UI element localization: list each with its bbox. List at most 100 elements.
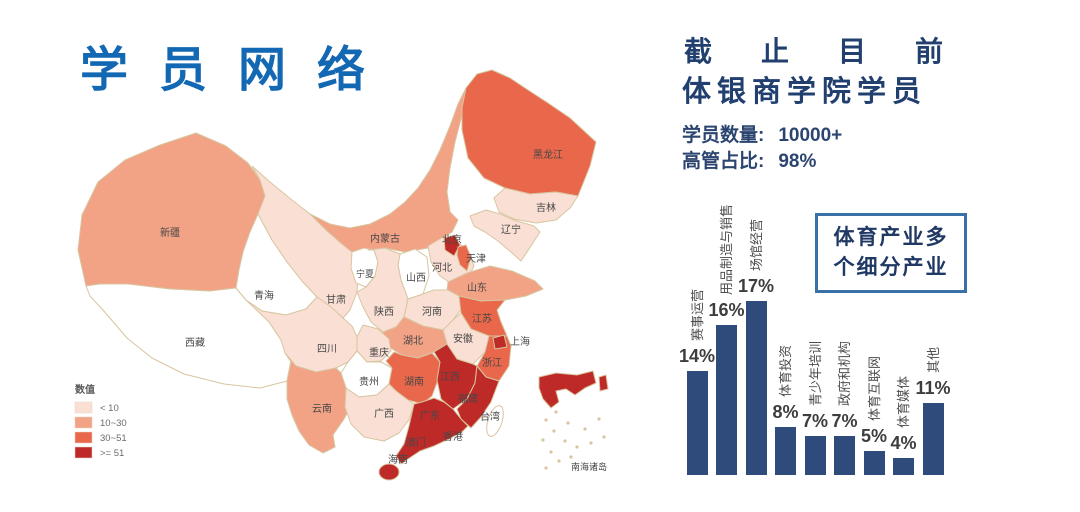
map-legend-title: 数值 [75, 383, 95, 396]
bar-8 [922, 403, 944, 475]
province-labels: 新疆 西藏 青海 甘肃 宁夏 内蒙古 黑龙江 吉林 辽宁 河北 北京 天津 山西… [160, 148, 607, 472]
bar-value-label-1: 16% [708, 300, 745, 320]
legend-swatch-ge51 [74, 446, 93, 459]
bar-4 [804, 436, 826, 475]
province-label-ningxia: 宁夏 [356, 268, 374, 279]
province-shapes [77, 69, 597, 481]
province-label-nanhai-islands: 南海诸岛 [571, 461, 607, 472]
stat-students-value: 10000+ [778, 125, 843, 146]
bar-value-label-7: 4% [890, 433, 917, 453]
bar-2 [745, 301, 767, 475]
legend-label-10-30: 10~30 [100, 418, 127, 429]
bar-category-label-4: 青少年培训 [807, 340, 823, 406]
province-label-beijing: 北京 [442, 233, 462, 246]
province-label-zhejiang: 浙江 [482, 357, 502, 369]
bar-value-label-6: 5% [860, 426, 887, 446]
province-shape-guangxi [344, 383, 415, 442]
stat-executives: 高管占比: 98% [682, 146, 816, 173]
province-label-shanxi: 山西 [406, 272, 426, 284]
province-label-shandong: 山东 [467, 281, 487, 294]
bar-5 [834, 436, 855, 475]
province-shape-beijing [443, 234, 461, 257]
province-label-guizhou: 贵州 [359, 375, 379, 388]
province-label-jiangxi: 江西 [440, 371, 460, 383]
province-label-inner-mongolia: 内蒙古 [370, 232, 400, 245]
province-label-guangdong: 广东 [420, 409, 440, 422]
province-label-shanghai: 上海 [510, 335, 530, 348]
province-shape-inner-mongolia [309, 87, 467, 254]
province-shape-sichuan [245, 296, 358, 373]
province-label-tianjin: 天津 [466, 253, 486, 265]
province-label-macau: 澳门 [406, 436, 426, 449]
bar-category-label-8: 其他 [925, 346, 941, 373]
legend-label-ge51: >= 51 [100, 448, 124, 459]
page-title: 学员网络 [80, 44, 397, 97]
province-label-taiwan: 台湾 [480, 410, 500, 423]
callout-box-line1: 体育产业多 [833, 226, 949, 249]
province-shape-taiwan [486, 405, 504, 437]
province-shape-yunnan [284, 352, 353, 454]
bar-category-label-5: 政府和机构 [837, 340, 852, 406]
south-china-sea-islands [541, 410, 606, 470]
province-label-gansu: 甘肃 [326, 293, 346, 306]
province-label-qinghai: 青海 [254, 289, 274, 302]
bar-7 [893, 458, 914, 475]
province-shape-jilin [493, 187, 579, 224]
province-label-chongqing: 重庆 [369, 346, 389, 359]
province-shape-fujian [456, 365, 500, 429]
province-label-guangxi: 广西 [374, 408, 394, 420]
bar-category-label-3: 体育投资 [778, 344, 793, 397]
province-label-heilongjiang: 黑龙江 [533, 148, 563, 161]
province-label-jilin: 吉林 [536, 201, 556, 214]
legend-swatch-10-30 [74, 416, 93, 429]
legend-swatch-lt10 [74, 401, 93, 414]
stat-executives-label: 高管占比: [682, 151, 765, 172]
province-shape-shanghai [492, 334, 508, 350]
inset-taiwan [598, 374, 609, 392]
province-label-anhui: 安徽 [453, 332, 473, 345]
province-shape-guangdong [395, 397, 469, 465]
bar-category-label-2: 场馆经营 [748, 218, 764, 271]
province-label-xinjiang: 新疆 [160, 226, 180, 239]
province-label-hongkong: 香港 [443, 431, 463, 443]
bar-3 [775, 427, 796, 475]
stat-students: 学员数量: 10000+ [682, 120, 842, 147]
province-shape-xinjiang [77, 132, 266, 292]
bar-6 [863, 451, 885, 475]
headline-line2: 体银商学院学员 [682, 76, 928, 108]
province-shape-hainan [378, 463, 400, 481]
bar-value-label-8: 11% [915, 378, 951, 398]
province-label-liaoning: 辽宁 [501, 223, 521, 236]
province-label-shaanxi: 陕西 [374, 305, 394, 318]
province-label-henan: 河南 [422, 305, 442, 318]
bar-1 [716, 325, 737, 475]
stat-executives-value: 98% [778, 151, 817, 172]
south-china-sea-inset [538, 370, 609, 470]
map-legend: 数值 < 10 10~30 30~51 >= 51 [74, 383, 127, 459]
province-label-fujian: 福建 [458, 392, 478, 405]
callout-box-line2: 个细分产业 [833, 256, 949, 279]
bar-value-label-2: 17% [737, 276, 775, 296]
bar-value-label-3: 8% [772, 402, 799, 422]
bar-0 [686, 371, 708, 475]
province-label-tibet: 西藏 [185, 337, 205, 349]
province-shape-liaoning [469, 209, 541, 262]
legend-swatch-30-51 [74, 431, 93, 444]
callout-box: 体育产业多 个细分产业 [815, 213, 967, 293]
bar-value-label-0: 14% [678, 346, 716, 366]
province-label-sichuan: 四川 [317, 344, 337, 355]
province-shape-heilongjiang [461, 69, 597, 197]
province-label-hubei: 湖北 [403, 335, 423, 347]
industry-bar-chart: 14% 赛事运营 16% 用品制造与销售 17% 场馆经营 8% 体育投资 7% 青少年培训 7% 政… [650, 180, 980, 480]
headline-line1: 截止目前 [684, 36, 993, 67]
legend-label-lt10: < 10 [100, 403, 119, 414]
legend-label-30-51: 30~51 [100, 433, 127, 444]
inset-mainland-coast [538, 370, 597, 409]
province-label-hunan: 湖南 [404, 375, 424, 388]
bar-value-label-4: 7% [801, 411, 828, 431]
bar-category-label-6: 体育互联网 [866, 355, 882, 421]
province-label-yunnan: 云南 [312, 402, 332, 415]
